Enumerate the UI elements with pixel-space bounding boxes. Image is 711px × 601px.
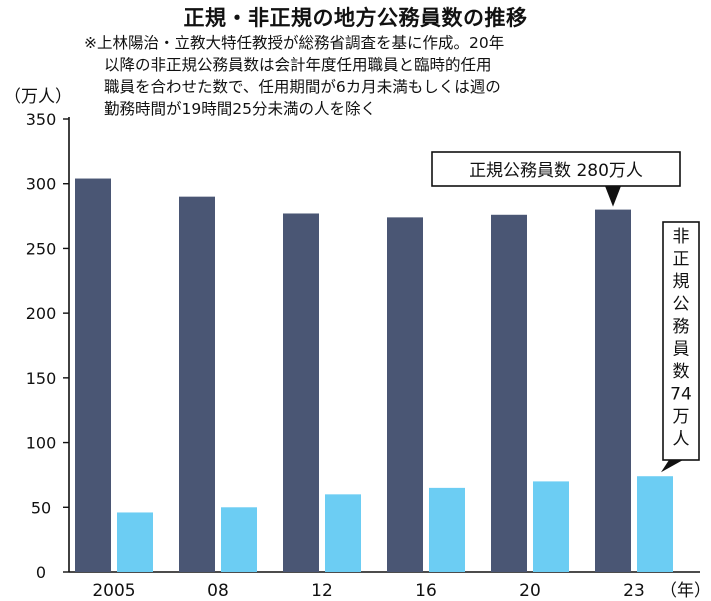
callout-label-regular: 正規公務員数 280万人 [469, 161, 643, 181]
y-tick-label: 0 [36, 563, 46, 582]
callout-label-irregular-char: 員 [673, 340, 690, 360]
note-line: ※上林陽治・立教大特任教授が総務省調査を基に作成。20年 [84, 34, 505, 52]
callout-label-irregular-char: 万 [673, 407, 690, 427]
bars [75, 178, 673, 573]
x-tick-label: 2005 [92, 581, 135, 601]
callout-label-irregular-char: 公 [673, 295, 690, 315]
bar-regular [387, 217, 423, 572]
callout-label-irregular-char: 数 [673, 362, 690, 382]
callout-label-irregular-char: 74 [670, 385, 692, 405]
callout-pointer-irregular [661, 460, 683, 473]
chart-note: ※上林陽治・立教大特任教授が総務省調査を基に作成。20年 以降の非正規公務員数は… [84, 32, 704, 120]
callout-label-irregular-char: 務 [673, 317, 690, 337]
bar-irregular [429, 487, 465, 572]
bar-irregular [533, 481, 569, 572]
y-tick-labels: 0 50 100 150 200 250 300 350 [26, 110, 57, 582]
y-tick-label: 200 [26, 304, 57, 323]
callout-label-irregular-char: 人 [673, 430, 690, 450]
bar-irregular [221, 507, 257, 572]
bar-regular [283, 213, 319, 573]
x-tick-label: 16 [415, 581, 437, 601]
callout-box-regular [431, 151, 681, 187]
note-line: 職員を合わせた数で、任用期間が6カ月未満もしくは週の [104, 78, 501, 96]
y-tick-label: 300 [26, 175, 57, 194]
x-tick-label: 23 [623, 581, 645, 601]
bar-regular [179, 196, 215, 572]
bar-irregular [117, 512, 153, 572]
y-tick-label: 100 [26, 434, 57, 453]
note-line: 以降の非正規公務員数は会計年度任用職員と臨時的任用 [104, 56, 492, 74]
y-tick-label: 50 [31, 498, 51, 517]
x-tick-label: 12 [311, 581, 333, 601]
bar-irregular [637, 476, 673, 572]
bar-regular [491, 214, 527, 572]
bar-regular [595, 209, 631, 572]
x-tick-labels: 2005 08 12 16 20 23 （年） [92, 581, 711, 601]
y-tick-label: 250 [26, 239, 57, 258]
callout-label-irregular-char: 非 [673, 227, 690, 247]
callout-pointer-regular [605, 186, 621, 207]
callout-box-irregular [662, 221, 700, 461]
bar-irregular [325, 494, 361, 572]
bar-regular [75, 178, 111, 572]
y-tick-label: 150 [26, 369, 57, 388]
x-axis-suffix: （年） [660, 581, 711, 601]
chart-title: 正規・非正規の地方公務員数の推移 [183, 6, 528, 30]
callout-label-irregular-char: 正 [673, 250, 690, 270]
x-tick-label: 20 [519, 581, 541, 601]
x-tick-label: 08 [207, 581, 229, 601]
y-tick-label: 350 [26, 110, 57, 129]
y-axis-unit: （万人） [4, 87, 72, 107]
callout-label-irregular-char: 規 [673, 272, 690, 292]
note-line: 勤務時間が19時間25分未満の人を除く [104, 100, 376, 118]
axes [63, 117, 700, 573]
